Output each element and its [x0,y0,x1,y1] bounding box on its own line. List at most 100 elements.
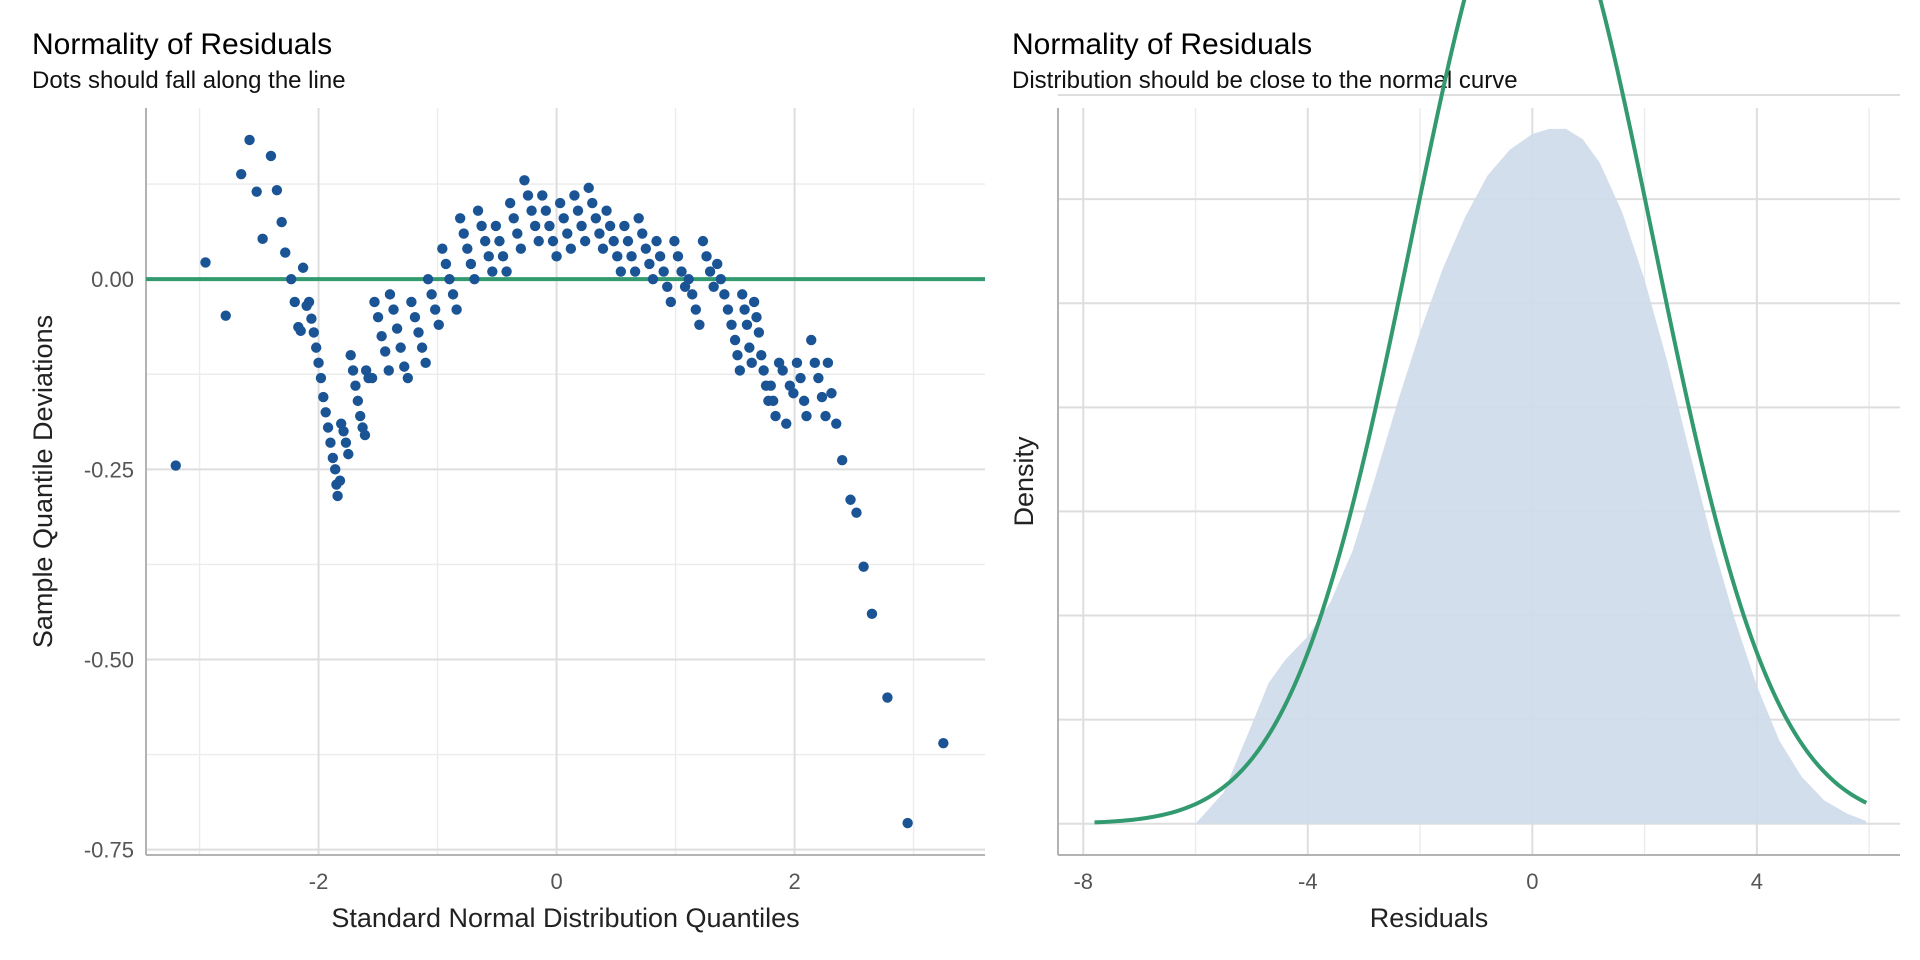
data-point [765,380,776,391]
data-point [608,235,619,247]
data-point [741,319,753,330]
data-point [831,418,842,429]
data-point [587,197,598,209]
data-point [388,304,399,315]
qq-plot-area: -2 0 2 0.00 -0.25 -0.50 -0.75 Standard Normal D… [28,108,985,933]
data-point [490,220,502,232]
x-axis-title: Standard Normal Distribution Quantiles [331,903,799,933]
data-point [533,235,544,247]
y-tick-label: -0.75 [84,838,134,863]
data-point [902,817,913,829]
data-point [271,184,283,196]
data-point [845,494,856,505]
data-point [722,304,734,315]
data-point [748,296,760,308]
data-point [637,228,648,239]
data-point [402,372,414,384]
data-point [170,460,181,471]
data-point [788,388,799,399]
data-point [806,334,817,346]
data-point [712,258,723,270]
data-point [813,372,824,384]
x-tick-label: 0 [550,869,562,894]
data-point [289,296,300,308]
data-point [770,410,781,422]
data-point [558,213,569,224]
data-point [355,410,366,422]
data-point [494,235,505,247]
data-point [604,220,616,232]
data-point [690,304,702,315]
data-point [416,342,428,353]
data-point [295,325,306,337]
data-point [447,289,459,300]
data-point [644,258,655,270]
data-point [347,365,359,376]
density-plot-title: Normality of Residuals [1012,28,1312,61]
data-point [651,235,662,247]
data-point [836,455,848,466]
data-point [694,319,705,330]
data-point [265,150,277,162]
y-axis-title: Density [1009,436,1039,527]
data-point [413,327,424,338]
data-point [458,228,469,239]
data-point [440,258,452,270]
data-point [708,281,719,292]
data-point [406,296,417,308]
data-point [340,437,352,448]
data-point [479,235,491,247]
data-point [313,357,324,369]
data-point [327,452,339,464]
data-point [372,311,384,323]
data-point [244,134,255,146]
x-tick-label: 2 [788,869,800,894]
data-point [626,251,637,262]
data-point [522,190,534,201]
data-point [801,410,812,422]
data-point [858,561,869,572]
data-point [487,266,498,277]
data-point [508,213,519,224]
data-point [322,422,334,433]
data-point [433,319,444,330]
data-point [359,429,371,441]
x-axis-title: Residuals [1370,903,1489,933]
data-point [391,323,403,334]
data-point [384,289,396,300]
data-point [816,391,828,403]
data-point [332,490,343,502]
data-point [629,266,641,277]
data-point [315,372,327,384]
data-point [236,168,247,180]
data-point [338,426,349,437]
data-point [285,273,297,285]
data-point [687,289,698,300]
data-point [579,235,591,247]
data-point [519,175,530,186]
data-point [719,289,730,300]
data-point [601,205,612,216]
data-point [795,372,806,384]
data-point [303,296,315,308]
data-point [551,251,562,262]
data-point [472,205,484,216]
data-point [767,395,779,407]
data-point [882,692,893,703]
data-point [739,304,750,315]
data-point [352,395,364,407]
data-point [476,220,487,232]
data-point [746,357,757,369]
data-point [662,281,673,292]
data-point [526,205,537,216]
data-point [554,197,566,209]
data-point [822,357,834,369]
data-point [758,365,769,376]
data-point [672,251,684,262]
data-point [529,220,541,232]
data-point [798,395,810,407]
data-point [851,507,862,518]
data-point [547,235,559,247]
data-point [572,205,584,216]
